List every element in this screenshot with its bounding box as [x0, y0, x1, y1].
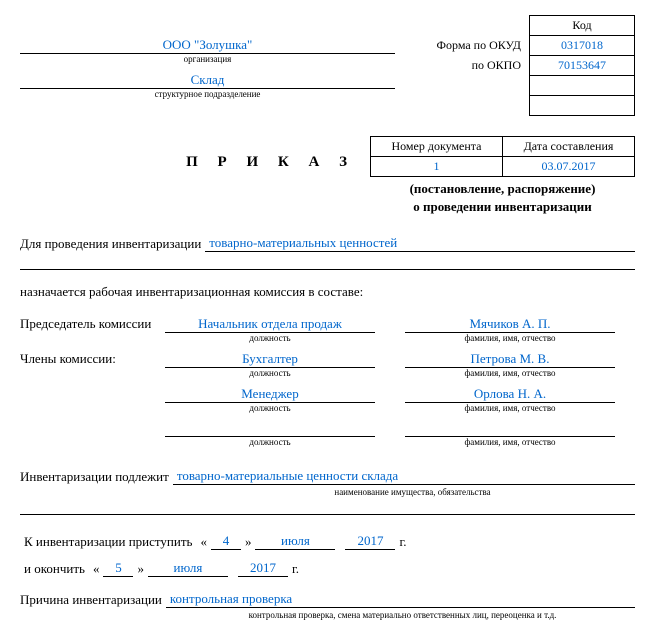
- subject-value: товарно-материальные ценности склада: [173, 468, 635, 485]
- commission-name-cap-1: фамилия, имя, отчество: [405, 368, 615, 378]
- doc-number: 1: [371, 157, 503, 177]
- end-day: 5: [103, 560, 133, 577]
- reason-section: Причина инвентаризации контрольная прове…: [20, 591, 635, 620]
- empty-code-1: [530, 76, 635, 96]
- commission-name-3: [405, 419, 615, 437]
- appoint-text: назначается рабочая инвентаризационная к…: [20, 284, 635, 300]
- subject-section: Инвентаризации подлежит товарно-материал…: [20, 468, 635, 515]
- okpo-value: 70153647: [530, 56, 635, 76]
- body-section: Для проведения инвентаризации товарно-ма…: [20, 235, 635, 620]
- subtitle-1: (постановление, распоряжение): [370, 181, 635, 197]
- commission-row-3: должность фамилия, имя, отчество: [20, 419, 635, 453]
- subject-label: Инвентаризации подлежит: [20, 469, 173, 485]
- commission-position-0: Начальник отдела продаж: [165, 314, 375, 333]
- title-section: П Р И К А З Номер документа Дата составл…: [20, 136, 635, 217]
- intro-value: товарно-материальных ценностей: [205, 235, 635, 252]
- intro-line: Для проведения инвентаризации товарно-ма…: [20, 235, 635, 252]
- header-section: ООО "Золушка" организация Склад структур…: [20, 15, 635, 116]
- commission-name-2: Орлова Н. А.: [405, 384, 615, 403]
- subject-line-2: [20, 499, 635, 515]
- reason-value: контрольная проверка: [166, 591, 635, 608]
- code-header-cell: Код: [530, 16, 635, 36]
- date-section: К инвентаризации приступить « 4 » июля 2…: [20, 533, 635, 577]
- title-right: Номер документа Дата составления 1 03.07…: [370, 136, 635, 217]
- department-field: Склад: [20, 72, 395, 89]
- quote-close-2: »: [133, 561, 148, 577]
- chairman-label: Председатель комиссии: [20, 314, 165, 349]
- empty-code-2: [530, 96, 635, 116]
- organization-field: ООО "Золушка": [20, 37, 395, 54]
- commission-row-1: Члены комиссии: Бухгалтер должность Петр…: [20, 349, 635, 384]
- codes-table: Код Форма по ОКУД 0317018 по ОКПО 701536…: [410, 15, 635, 116]
- commission-name-cap-2: фамилия, имя, отчество: [405, 403, 615, 413]
- okud-label: Форма по ОКУД: [410, 36, 530, 56]
- start-month: июля: [255, 533, 335, 550]
- okpo-label: по ОКПО: [410, 56, 530, 76]
- commission-position-cap-0: должность: [165, 333, 375, 343]
- commission-row-0: Председатель комиссии Начальник отдела п…: [20, 314, 635, 349]
- commission-name-0: Мячиков А. П.: [405, 314, 615, 333]
- quote-close-1: »: [241, 534, 256, 550]
- commission-name-cap-0: фамилия, имя, отчество: [405, 333, 615, 343]
- reason-caption: контрольная проверка, смена материально …: [20, 610, 635, 620]
- organization-caption: организация: [20, 54, 395, 64]
- commission-position-2: Менеджер: [165, 384, 375, 403]
- intro-line-2: [20, 254, 635, 270]
- start-year: 2017: [345, 533, 395, 550]
- commission-position-1: Бухгалтер: [165, 349, 375, 368]
- num-header: Номер документа: [371, 137, 503, 157]
- doc-date: 03.07.2017: [503, 157, 635, 177]
- title-left: П Р И К А З: [20, 136, 370, 171]
- subject-caption: наименование имущества, обязательства: [20, 487, 635, 497]
- end-date-line: и окончить « 5 » июля 2017 г.: [20, 560, 635, 577]
- okud-value: 0317018: [530, 36, 635, 56]
- commission-position-3: [165, 419, 375, 437]
- department-caption: структурное подразделение: [20, 89, 395, 99]
- members-label: Члены комиссии:: [20, 349, 165, 384]
- quote-open-1: «: [196, 534, 211, 550]
- intro-label: Для проведения инвентаризации: [20, 236, 205, 252]
- org-block: ООО "Золушка" организация Склад структур…: [20, 15, 410, 116]
- commission-section: Председатель комиссии Начальник отдела п…: [20, 314, 635, 453]
- end-year: 2017: [238, 560, 288, 577]
- start-label: К инвентаризации приступить: [20, 534, 196, 550]
- commission-position-cap-1: должность: [165, 368, 375, 378]
- year-suffix-2: г.: [288, 561, 303, 577]
- end-month: июля: [148, 560, 228, 577]
- quote-open-2: «: [89, 561, 104, 577]
- commission-name-cap-3: фамилия, имя, отчество: [405, 437, 615, 447]
- date-header: Дата составления: [503, 137, 635, 157]
- commission-position-cap-2: должность: [165, 403, 375, 413]
- num-date-table: Номер документа Дата составления 1 03.07…: [370, 136, 635, 177]
- commission-name-1: Петрова М. В.: [405, 349, 615, 368]
- start-day: 4: [211, 533, 241, 550]
- reason-label: Причина инвентаризации: [20, 592, 166, 608]
- codes-block: Код Форма по ОКУД 0317018 по ОКПО 701536…: [410, 15, 635, 116]
- end-label: и окончить: [20, 561, 89, 577]
- commission-position-cap-3: должность: [165, 437, 375, 447]
- start-date-line: К инвентаризации приступить « 4 » июля 2…: [20, 533, 635, 550]
- subtitle-2: о проведении инвентаризации: [370, 199, 635, 215]
- commission-row-2: Менеджер должность Орлова Н. А. фамилия,…: [20, 384, 635, 419]
- year-suffix-1: г.: [395, 534, 410, 550]
- doc-title: П Р И К А З: [186, 154, 355, 170]
